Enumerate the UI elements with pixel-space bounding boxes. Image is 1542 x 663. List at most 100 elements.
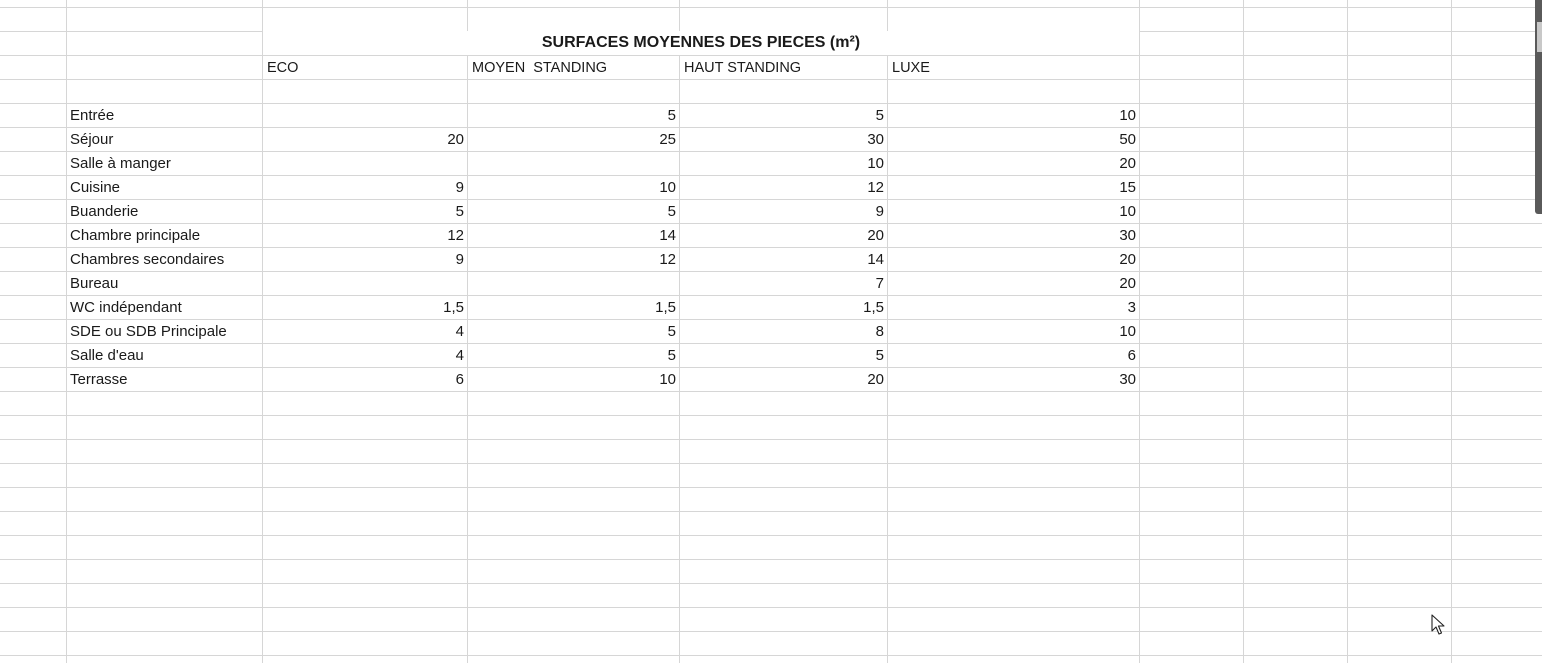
row-label-cell[interactable]: Entrée (70, 107, 115, 124)
value-cell-eco[interactable]: 12 (447, 227, 464, 244)
column-divider (1243, 0, 1244, 663)
header-cell-luxe[interactable]: LUXE (892, 60, 930, 76)
value-cell-eco[interactable]: 20 (447, 131, 464, 148)
value-cell-eco[interactable]: 4 (455, 347, 464, 364)
value-cell-luxe[interactable]: 30 (1119, 371, 1136, 388)
row-divider (0, 55, 1542, 56)
value-cell-eco[interactable] (270, 104, 464, 128)
row-divider (0, 295, 1542, 296)
value-cell-moyen-standing[interactable] (475, 272, 676, 296)
value-cell-eco[interactable]: 5 (455, 203, 464, 220)
row-divider (0, 31, 263, 32)
row-divider (1139, 31, 1542, 32)
row-divider (0, 127, 1542, 128)
row-label-cell[interactable]: Salle à manger (70, 155, 171, 172)
column-divider (887, 0, 888, 663)
value-cell-luxe[interactable]: 50 (1119, 131, 1136, 148)
value-cell-luxe[interactable]: 6 (1127, 347, 1136, 364)
value-cell-moyen-standing[interactable] (475, 152, 676, 176)
row-divider (0, 151, 1542, 152)
value-cell-haut-standing[interactable]: 7 (875, 275, 884, 292)
column-divider (1451, 0, 1452, 663)
row-divider (0, 271, 1542, 272)
row-divider (0, 487, 1542, 488)
value-cell-luxe[interactable]: 20 (1119, 155, 1136, 172)
value-cell-luxe[interactable]: 3 (1127, 299, 1136, 316)
value-cell-haut-standing[interactable]: 12 (867, 179, 884, 196)
value-cell-luxe[interactable]: 10 (1119, 323, 1136, 340)
value-cell-luxe[interactable]: 20 (1119, 251, 1136, 268)
row-label-cell[interactable]: Chambre principale (70, 227, 201, 244)
value-cell-luxe[interactable]: 20 (1119, 275, 1136, 292)
row-divider (0, 79, 1542, 80)
column-divider (1139, 0, 1140, 663)
value-cell-moyen-standing[interactable]: 5 (667, 347, 676, 364)
value-cell-luxe[interactable]: 30 (1119, 227, 1136, 244)
value-cell-moyen-standing[interactable]: 1,5 (655, 299, 676, 316)
value-cell-haut-standing[interactable]: 20 (867, 227, 884, 244)
header-cell-eco[interactable]: ECO (267, 60, 299, 76)
value-cell-eco[interactable]: 4 (455, 323, 464, 340)
value-cell-moyen-standing[interactable]: 5 (667, 323, 676, 340)
value-cell-moyen-standing[interactable]: 5 (667, 107, 676, 124)
value-cell-moyen-standing[interactable]: 25 (659, 131, 676, 148)
row-label-cell[interactable]: Buanderie (70, 203, 139, 220)
row-divider (0, 631, 1542, 632)
row-divider (0, 223, 1542, 224)
row-label-cell[interactable]: Terrasse (70, 371, 128, 388)
value-cell-haut-standing[interactable]: 10 (867, 155, 884, 172)
row-label-cell[interactable]: Salle d'eau (70, 347, 144, 364)
column-divider (66, 0, 67, 663)
row-label-cell[interactable]: Séjour (70, 131, 114, 148)
value-cell-eco[interactable]: 9 (455, 179, 464, 196)
scrollbar-thumb[interactable] (1537, 22, 1542, 52)
value-cell-eco[interactable]: 1,5 (443, 299, 464, 316)
value-cell-luxe[interactable]: 15 (1119, 179, 1136, 196)
row-divider (0, 439, 1542, 440)
value-cell-luxe[interactable]: 10 (1119, 107, 1136, 124)
value-cell-eco[interactable] (270, 272, 464, 296)
value-cell-moyen-standing[interactable]: 10 (659, 179, 676, 196)
value-cell-haut-standing[interactable]: 5 (875, 347, 884, 364)
value-cell-haut-standing[interactable]: 20 (867, 371, 884, 388)
value-cell-eco[interactable]: 6 (455, 371, 464, 388)
row-label-cell[interactable]: Bureau (70, 275, 119, 292)
row-divider (0, 343, 1542, 344)
value-cell-haut-standing[interactable]: 14 (867, 251, 884, 268)
row-divider (0, 583, 1542, 584)
row-divider (0, 367, 1542, 368)
row-divider (0, 655, 1542, 656)
value-cell-haut-standing[interactable]: 1,5 (863, 299, 884, 316)
row-label-cell[interactable]: Chambres secondaires (70, 251, 225, 268)
row-divider (0, 199, 1542, 200)
vertical-scrollbar[interactable] (1535, 0, 1542, 214)
row-divider (0, 415, 1542, 416)
value-cell-haut-standing[interactable]: 30 (867, 131, 884, 148)
mouse-pointer-icon (1431, 614, 1447, 636)
column-divider (467, 0, 468, 663)
row-divider (0, 391, 1542, 392)
table-title-cell[interactable]: SURFACES MOYENNES DES PIECES (m²) (263, 31, 1139, 55)
row-divider (0, 607, 1542, 608)
value-cell-eco[interactable]: 9 (455, 251, 464, 268)
value-cell-haut-standing[interactable]: 9 (875, 203, 884, 220)
row-label-cell[interactable]: WC indépendant (70, 299, 182, 316)
value-cell-moyen-standing[interactable]: 12 (659, 251, 676, 268)
row-label-cell[interactable]: Cuisine (70, 179, 121, 196)
value-cell-haut-standing[interactable]: 5 (875, 107, 884, 124)
header-cell-moyen-standing[interactable]: MOYEN STANDING (472, 60, 608, 76)
row-divider (0, 7, 1542, 8)
row-divider (0, 103, 1542, 104)
value-cell-moyen-standing[interactable]: 14 (659, 227, 676, 244)
value-cell-haut-standing[interactable]: 8 (875, 323, 884, 340)
header-cell-haut-standing[interactable]: HAUT STANDING (684, 60, 802, 76)
value-cell-luxe[interactable]: 10 (1119, 203, 1136, 220)
value-cell-moyen-standing[interactable]: 10 (659, 371, 676, 388)
value-cell-eco[interactable] (270, 152, 464, 176)
column-divider (1347, 0, 1348, 663)
row-label-cell[interactable]: SDE ou SDB Principale (70, 323, 227, 340)
value-cell-moyen-standing[interactable]: 5 (667, 203, 676, 220)
row-divider (0, 535, 1542, 536)
column-divider (679, 0, 680, 663)
